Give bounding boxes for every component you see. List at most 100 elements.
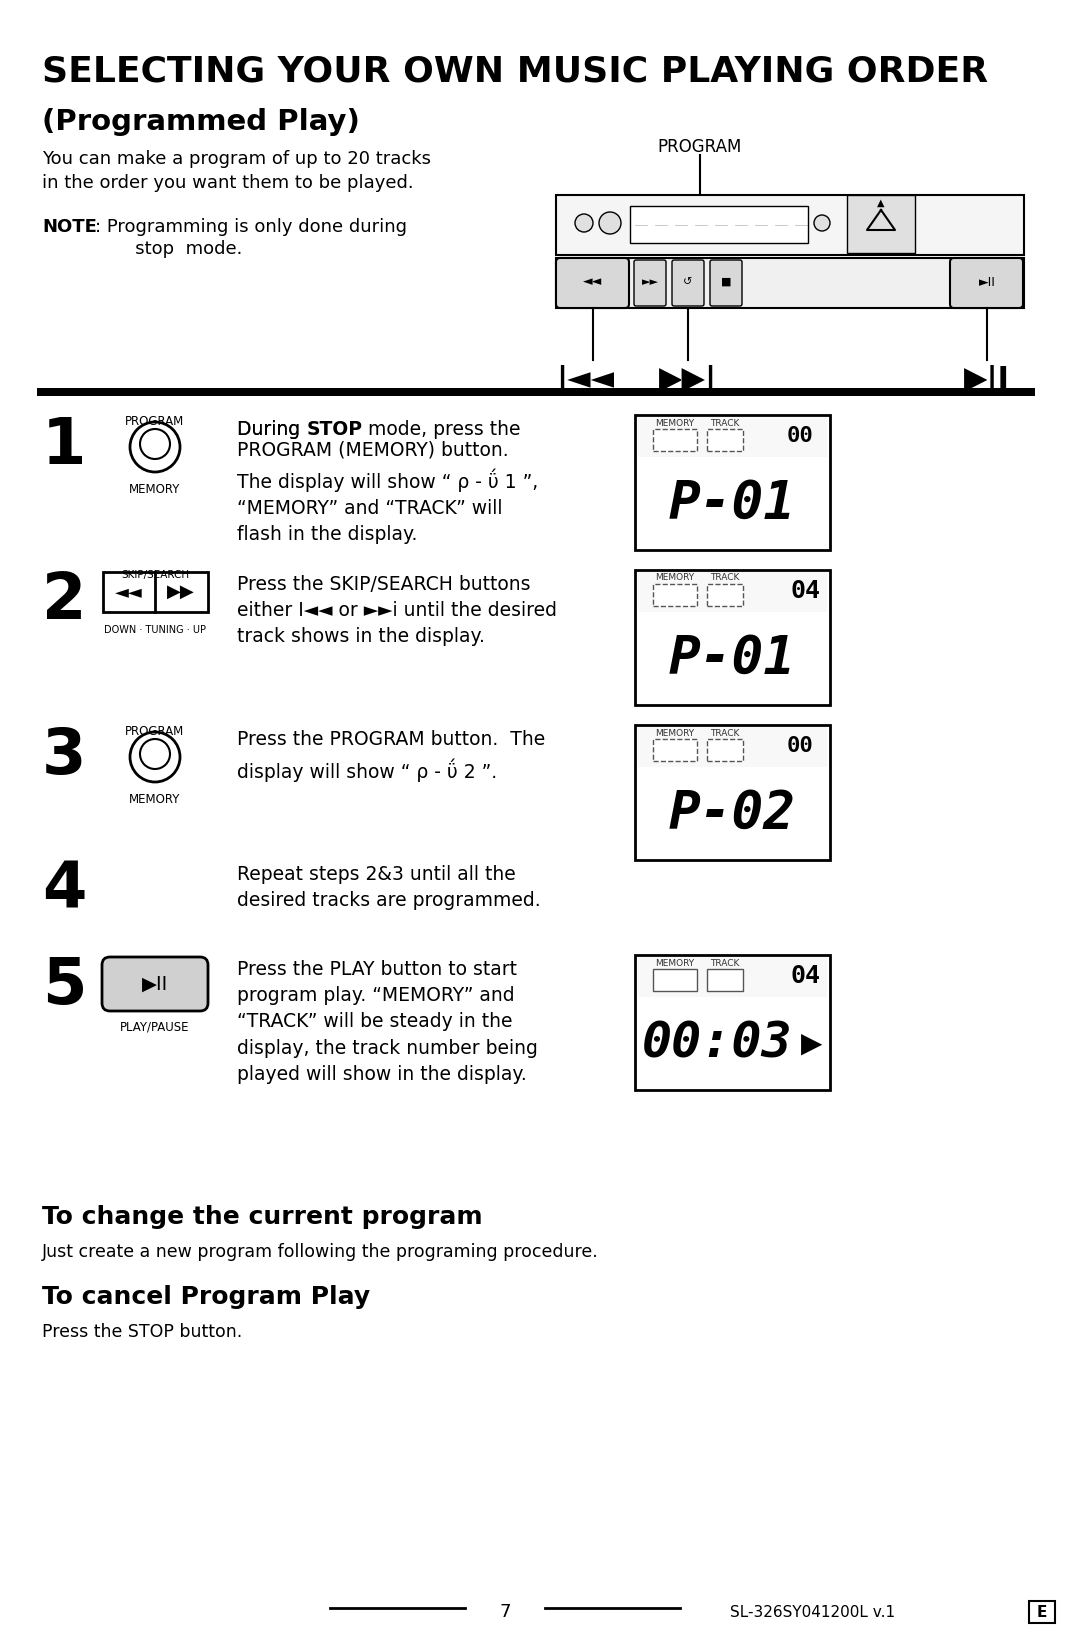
Bar (707, 584, 743, 607)
Text: 00:03: 00:03 (643, 1019, 793, 1067)
Bar (653, 429, 697, 450)
Text: ►II: ►II (978, 276, 996, 288)
Circle shape (130, 732, 180, 783)
Bar (556, 196, 1024, 255)
Text: To cancel Program Play: To cancel Program Play (42, 1286, 370, 1309)
Text: TRACK: TRACK (711, 958, 740, 968)
Bar (653, 968, 697, 991)
Text: (Programmed Play): (Programmed Play) (42, 109, 360, 136)
Text: ◄◄: ◄◄ (114, 584, 143, 602)
Text: MEMORY: MEMORY (130, 792, 180, 806)
Bar (638, 418, 827, 457)
Text: ▶|I: ▶|I (964, 365, 1010, 395)
FancyBboxPatch shape (950, 258, 1023, 307)
Text: P-01: P-01 (669, 633, 796, 684)
Text: PROGRAM: PROGRAM (125, 725, 185, 738)
Bar (635, 955, 831, 1090)
Text: SKIP/SEARCH: SKIP/SEARCH (121, 570, 189, 580)
Text: To change the current program: To change the current program (42, 1205, 483, 1230)
Text: TRACK: TRACK (711, 574, 740, 582)
Text: PLAY/PAUSE: PLAY/PAUSE (120, 1019, 190, 1032)
Text: SELECTING YOUR OWN MUSIC PLAYING ORDER: SELECTING YOUR OWN MUSIC PLAYING ORDER (42, 54, 988, 89)
Bar (707, 968, 743, 991)
Text: P-02: P-02 (669, 787, 796, 840)
Text: MEMORY: MEMORY (656, 958, 694, 968)
Bar (638, 727, 827, 768)
Bar (707, 429, 743, 450)
Text: 04: 04 (789, 963, 820, 988)
Bar (653, 740, 697, 761)
Text: Press the STOP button.: Press the STOP button. (42, 1323, 242, 1342)
FancyBboxPatch shape (634, 260, 666, 306)
Text: P-01: P-01 (669, 477, 796, 529)
Text: ▲: ▲ (877, 197, 885, 209)
Text: 5: 5 (42, 955, 86, 1018)
Text: Repeat steps 2&3 until all the
desired tracks are programmed.: Repeat steps 2&3 until all the desired t… (237, 865, 541, 911)
Bar (638, 572, 827, 612)
Bar (635, 414, 831, 551)
FancyBboxPatch shape (710, 260, 742, 306)
Text: |◄◄: |◄◄ (556, 365, 615, 395)
Text: SL-326SY041200L v.1: SL-326SY041200L v.1 (730, 1605, 895, 1619)
Bar (1029, 1601, 1055, 1623)
Text: 7: 7 (499, 1603, 511, 1621)
Text: STOP: STOP (306, 419, 362, 439)
Text: 04: 04 (789, 579, 820, 603)
Text: in the order you want them to be played.: in the order you want them to be played. (42, 174, 414, 192)
Text: ■: ■ (720, 276, 731, 288)
Text: E: E (1037, 1605, 1048, 1619)
Text: ▶▶|: ▶▶| (659, 365, 717, 395)
Text: 3: 3 (42, 725, 86, 787)
Text: You can make a program of up to 20 tracks: You can make a program of up to 20 track… (42, 150, 431, 168)
Bar (847, 196, 915, 253)
Bar (556, 258, 1024, 307)
Text: PROGRAM: PROGRAM (125, 414, 185, 427)
Text: mode, press the: mode, press the (362, 419, 521, 439)
Circle shape (575, 214, 593, 232)
Text: 00: 00 (786, 737, 813, 756)
FancyBboxPatch shape (102, 957, 208, 1011)
FancyBboxPatch shape (556, 258, 629, 307)
Text: Press the SKIP/SEARCH buttons
either I◄◄ or ►►i until the desired
track shows in: Press the SKIP/SEARCH buttons either I◄◄… (237, 575, 557, 646)
Text: ▶II: ▶II (141, 975, 168, 993)
Text: ▶: ▶ (801, 1029, 823, 1057)
Text: DOWN · TUNING · UP: DOWN · TUNING · UP (104, 625, 206, 635)
Text: MEMORY: MEMORY (656, 574, 694, 582)
Text: ↺: ↺ (684, 276, 692, 288)
Bar (37, 388, 1035, 396)
Text: During: During (237, 419, 306, 439)
Text: MEMORY: MEMORY (656, 419, 694, 427)
Text: Press the PLAY button to start
program play. “MEMORY” and
“TRACK” will be steady: Press the PLAY button to start program p… (237, 960, 538, 1083)
Bar (635, 570, 831, 705)
Text: ▶▶: ▶▶ (167, 584, 195, 602)
Text: During: During (237, 419, 306, 439)
Text: 4: 4 (42, 860, 86, 922)
Text: STOP: STOP (306, 419, 362, 439)
Text: stop  mode.: stop mode. (95, 240, 242, 258)
Text: PROGRAM: PROGRAM (658, 138, 742, 156)
Text: 1: 1 (42, 414, 86, 477)
Text: : Programming is only done during: : Programming is only done during (95, 219, 407, 237)
Text: TRACK: TRACK (711, 419, 740, 427)
Text: MEMORY: MEMORY (656, 728, 694, 738)
Text: Press the PROGRAM button.  The
display will show “ ρ - ΰ 2 ”.: Press the PROGRAM button. The display wi… (237, 730, 545, 783)
Circle shape (140, 429, 170, 459)
Text: PROGRAM (MEMORY) button.
The display will show “ ρ - ΰ 1 ”,
“MEMORY” and “TRACK”: PROGRAM (MEMORY) button. The display wil… (237, 441, 538, 544)
Text: 00: 00 (786, 426, 813, 446)
Text: Just create a new program following the programing procedure.: Just create a new program following the … (42, 1243, 598, 1261)
Text: NOTE: NOTE (42, 219, 97, 237)
Text: 2: 2 (42, 570, 86, 631)
Circle shape (599, 212, 621, 233)
Bar (635, 725, 831, 860)
FancyBboxPatch shape (672, 260, 704, 306)
Circle shape (130, 423, 180, 472)
Text: TRACK: TRACK (711, 728, 740, 738)
Bar (638, 957, 827, 996)
Text: ►►: ►► (642, 276, 659, 288)
Bar (630, 206, 808, 243)
Text: MEMORY: MEMORY (130, 483, 180, 496)
Bar (103, 572, 207, 612)
Bar (653, 584, 697, 607)
Circle shape (814, 215, 831, 232)
Text: ◄◄: ◄◄ (583, 276, 603, 288)
